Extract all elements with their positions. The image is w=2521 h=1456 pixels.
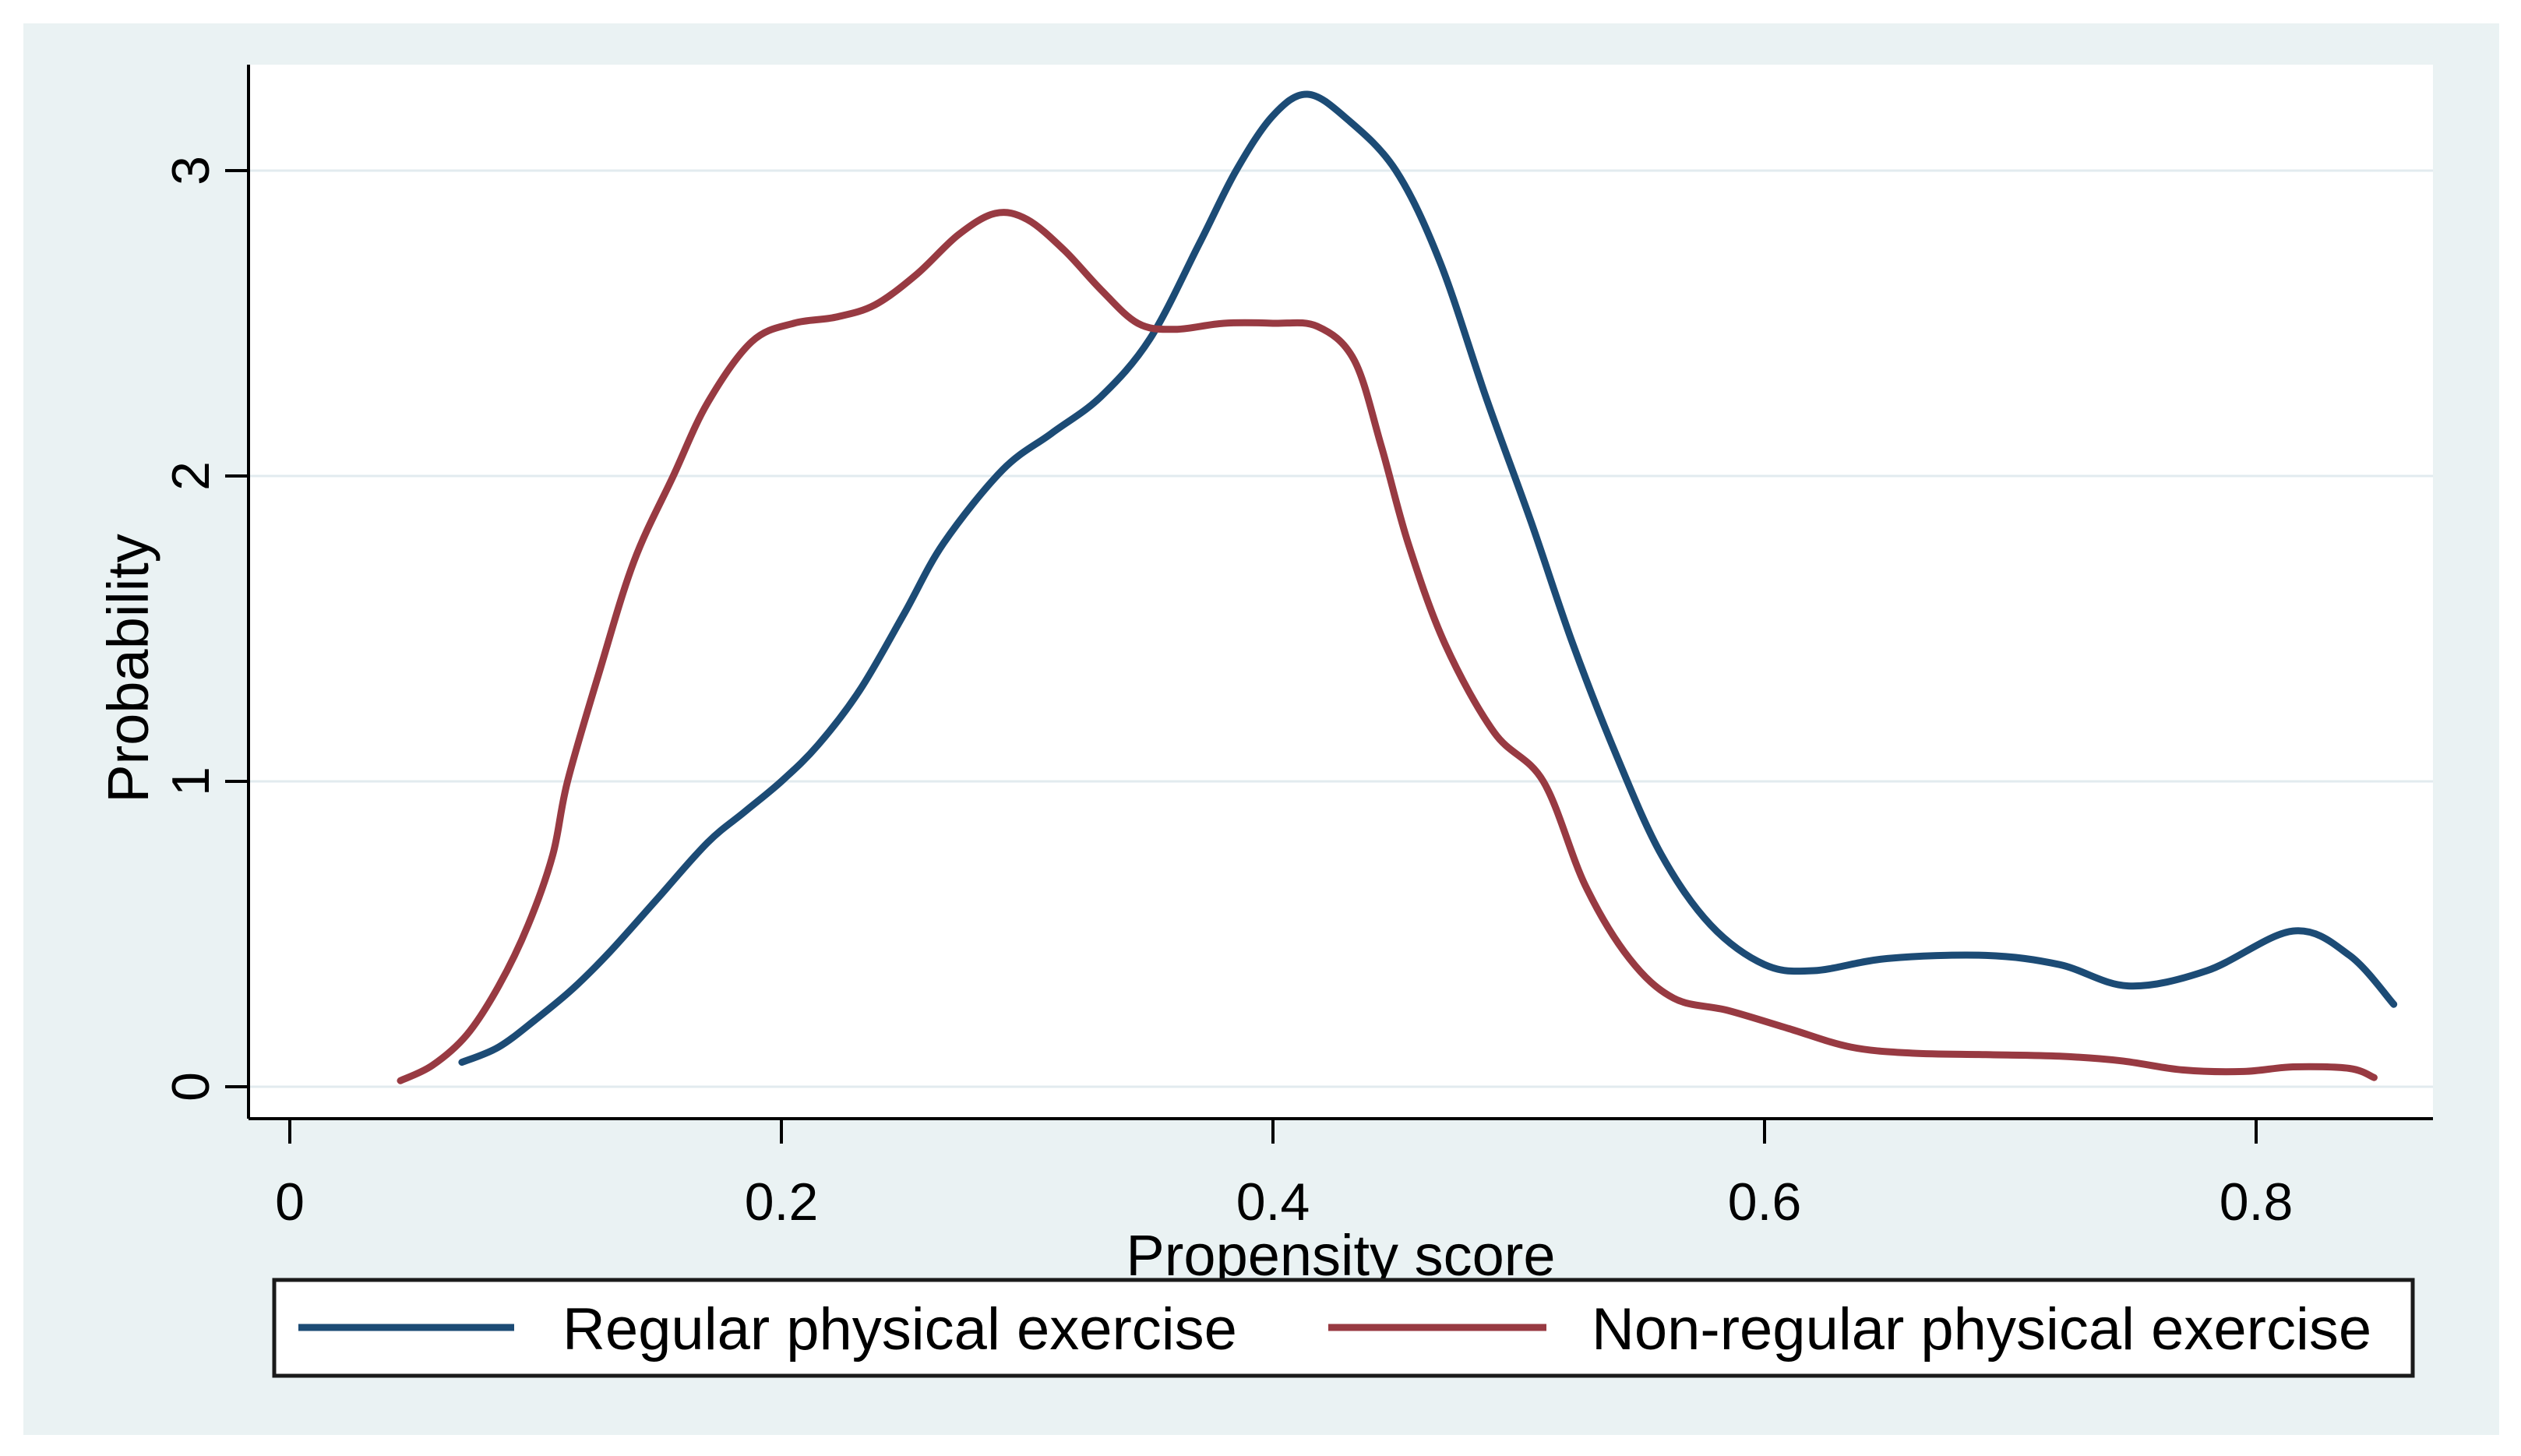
x-tick-label-0.6: 0.6 bbox=[1728, 1172, 1802, 1232]
x-tick-label-0.4: 0.4 bbox=[1236, 1172, 1310, 1232]
legend-label-0: Regular physical exercise bbox=[562, 1296, 1237, 1363]
series-curves bbox=[397, 90, 2398, 1084]
x-axis-ticks: 0 0.2 0.4 0.6 0.8 bbox=[275, 1119, 2293, 1232]
x-tick-label-0: 0 bbox=[275, 1172, 305, 1232]
series-curve-non-regular bbox=[397, 209, 2378, 1084]
x-tick-label-0.8: 0.8 bbox=[2220, 1172, 2294, 1232]
gridlines bbox=[250, 169, 2433, 1088]
y-tick-label-3: 3 bbox=[161, 156, 220, 185]
y-tick-label-0: 0 bbox=[161, 1072, 220, 1102]
legend: Regular physical exercise Non-regular phy… bbox=[272, 1278, 2415, 1378]
legend-label-1: Non-regular physical exercise bbox=[1592, 1296, 2371, 1363]
y-tick-label-2: 2 bbox=[161, 461, 220, 491]
y-axis-title: Probability bbox=[96, 534, 160, 803]
y-tick-label-1: 1 bbox=[161, 767, 220, 796]
x-tick-label-0.2: 0.2 bbox=[745, 1172, 819, 1232]
series-curve-regular bbox=[458, 90, 2398, 1066]
plot-area bbox=[249, 65, 2433, 1119]
x-axis-title: Propensity score bbox=[1126, 1223, 1555, 1288]
y-axis-ticks: 0 1 2 3 bbox=[161, 156, 249, 1102]
